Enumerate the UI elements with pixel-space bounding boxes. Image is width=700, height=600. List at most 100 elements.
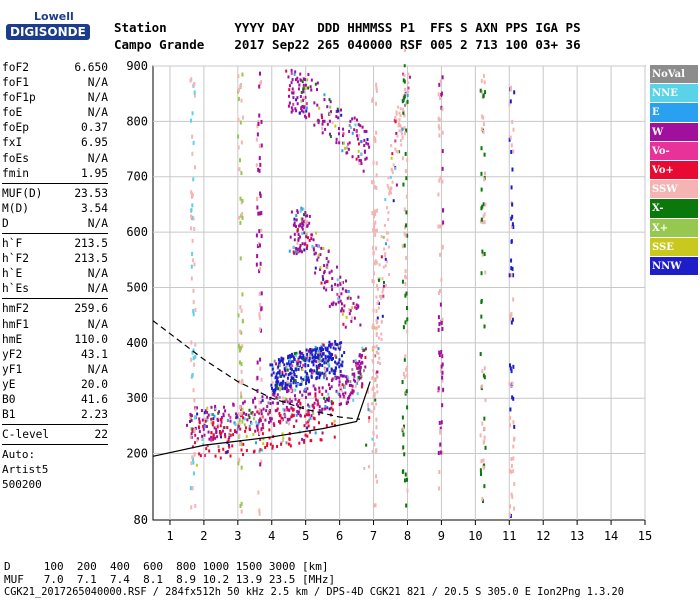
echo-point xyxy=(395,149,398,153)
echo-point xyxy=(306,220,309,224)
echo-point xyxy=(350,319,353,323)
echo-point xyxy=(258,430,261,435)
echo-point xyxy=(341,360,344,364)
echo-point xyxy=(509,407,512,412)
echo-point xyxy=(395,131,398,135)
echo-point xyxy=(315,364,318,368)
echo-point xyxy=(351,372,354,376)
echo-point xyxy=(192,471,195,476)
param-value: N/A xyxy=(87,282,108,296)
echo-point xyxy=(244,429,247,433)
echo-point xyxy=(299,390,302,394)
echo-point xyxy=(313,359,316,363)
param-row: yE 20.0 xyxy=(2,377,108,392)
echo-point xyxy=(193,262,196,267)
echo-point xyxy=(355,382,358,386)
echo-point xyxy=(320,354,323,358)
echo-point xyxy=(259,366,262,371)
echo-point xyxy=(441,450,444,455)
echo-point xyxy=(333,423,336,427)
echo-point xyxy=(387,176,390,180)
echo-point xyxy=(258,291,261,296)
echo-point xyxy=(441,375,444,380)
echo-point xyxy=(313,252,316,256)
echo-point xyxy=(511,202,514,207)
echo-point xyxy=(213,414,216,418)
echo-point xyxy=(400,132,403,136)
echo-point xyxy=(284,383,287,387)
echo-point xyxy=(481,220,484,225)
echo-point xyxy=(268,428,271,432)
echo-point xyxy=(300,382,303,386)
echo-point xyxy=(259,261,262,266)
echo-point xyxy=(359,140,362,144)
echo-point xyxy=(382,280,385,284)
param-name: hmE xyxy=(2,332,23,346)
echo-point xyxy=(270,417,273,421)
echo-point xyxy=(339,373,342,377)
echo-point xyxy=(237,117,240,122)
echo-point xyxy=(282,407,285,411)
echo-point xyxy=(378,278,381,282)
legend: NoVal NNE E W Vo- Vo+ SSW X- X+ SSE NNW xyxy=(650,65,698,277)
echo-point xyxy=(308,112,311,116)
echo-point xyxy=(340,354,343,358)
echo-point xyxy=(278,383,281,387)
echo-point xyxy=(340,292,343,296)
echo-point xyxy=(372,353,375,357)
y-tick-label: 300 xyxy=(126,391,148,405)
echo-point xyxy=(318,363,321,367)
echo-point xyxy=(481,496,484,501)
echo-point xyxy=(509,504,512,509)
echo-point xyxy=(342,132,345,136)
echo-point xyxy=(482,93,485,98)
echo-point xyxy=(208,437,211,441)
echo-point xyxy=(207,413,210,417)
echo-point xyxy=(319,265,322,269)
echo-point xyxy=(309,392,312,396)
echo-point xyxy=(189,486,192,491)
echo-point xyxy=(340,113,343,117)
echo-point xyxy=(330,367,333,371)
echo-point xyxy=(232,402,235,406)
echo-point xyxy=(336,375,339,379)
echo-point xyxy=(315,371,318,375)
echo-point xyxy=(279,386,282,390)
echo-point xyxy=(375,326,378,331)
echo-point xyxy=(299,405,302,409)
echo-point xyxy=(319,363,322,367)
echo-point xyxy=(373,377,376,382)
echo-point xyxy=(311,244,314,248)
echo-point xyxy=(260,80,263,85)
echo-point xyxy=(479,352,482,357)
echo-point xyxy=(290,368,293,372)
echo-point xyxy=(365,156,368,160)
echo-point xyxy=(348,141,351,145)
echo-point xyxy=(286,383,289,387)
param-name: h`F2 xyxy=(2,252,29,266)
echo-point xyxy=(332,346,335,350)
echo-point xyxy=(269,416,272,420)
echo-point xyxy=(295,364,298,368)
echo-point xyxy=(509,316,512,321)
echo-point xyxy=(308,430,311,434)
echo-point xyxy=(314,356,317,360)
echo-point xyxy=(318,412,321,416)
echo-point xyxy=(341,280,344,284)
echo-point xyxy=(509,366,512,371)
echo-point xyxy=(254,405,257,409)
echo-point xyxy=(298,363,301,367)
echo-point xyxy=(304,396,307,400)
echo-point xyxy=(283,367,286,371)
echo-point xyxy=(380,255,383,259)
echo-point xyxy=(287,373,290,377)
echo-point xyxy=(406,329,409,334)
echo-point xyxy=(513,481,516,486)
echo-point xyxy=(271,363,274,367)
echo-point xyxy=(480,459,483,464)
echo-point xyxy=(288,88,291,92)
echo-point xyxy=(305,357,308,361)
echo-point xyxy=(339,394,342,398)
param-name: foEp xyxy=(2,121,29,135)
echo-point xyxy=(288,84,291,88)
